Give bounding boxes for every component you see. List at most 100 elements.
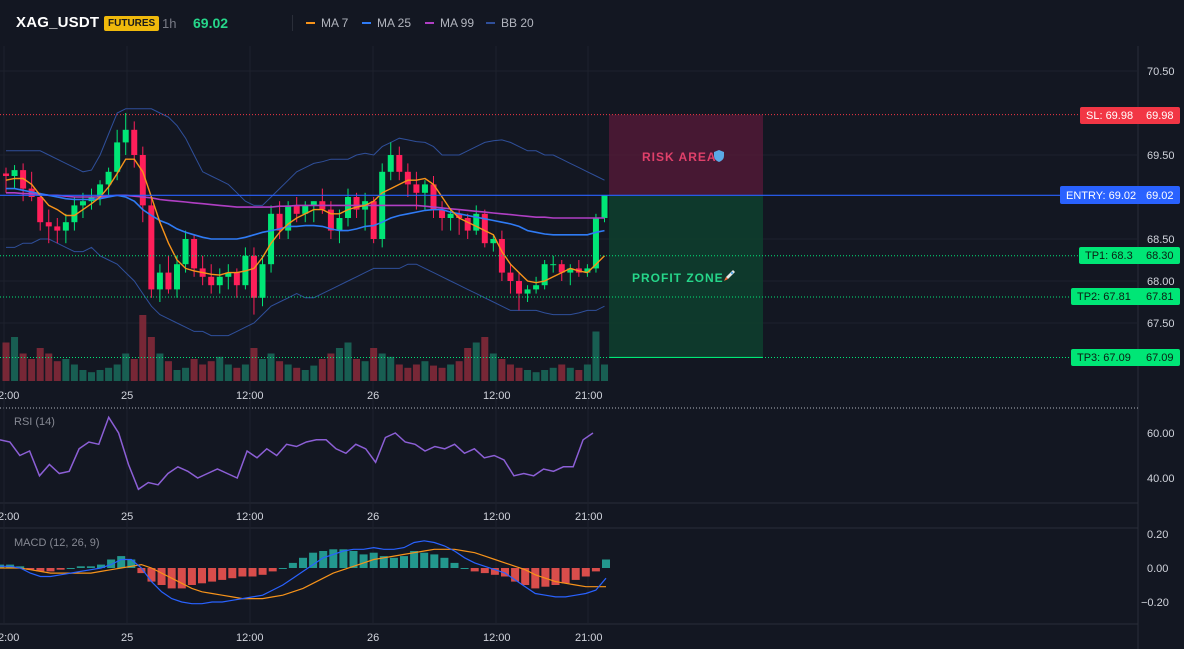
tp2-tag[interactable]: TP2: 67.81 67.81: [1071, 288, 1180, 305]
legend-bb20[interactable]: BB 20: [486, 16, 534, 30]
rsi-pane[interactable]: [0, 415, 594, 491]
tp2-tag-text: TP2: 67.81: [1077, 291, 1131, 303]
tp1-tag-text: TP1: 68.3: [1085, 250, 1133, 262]
volume-bar: [11, 337, 19, 381]
candle-body: [276, 213, 283, 231]
bb-lower-line: [6, 238, 605, 337]
macd-hist-bar: [460, 568, 469, 569]
macd-hist-bar: [430, 554, 439, 568]
macd-title: MACD (12, 26, 9): [14, 537, 100, 549]
time-label: 12:00: [236, 511, 264, 523]
volume-bar: [267, 353, 275, 381]
time-label: 26: [367, 511, 379, 523]
candle-body: [421, 184, 428, 193]
macd-tick: −0.20: [1141, 597, 1169, 609]
macd-hist-bar: [470, 568, 479, 572]
time-label: 26: [367, 632, 379, 644]
macd-hist-bar: [551, 568, 560, 585]
volume-bar: [455, 361, 463, 381]
time-label: 26: [367, 390, 379, 402]
volume-bar: [276, 361, 284, 381]
price-tick: 69.50: [1147, 150, 1175, 162]
candle-body: [345, 197, 351, 218]
time-label: 12:00: [483, 632, 511, 644]
time-label: 12:00: [236, 632, 264, 644]
timeframe-selector[interactable]: 1h: [162, 16, 177, 31]
volume-bar: [207, 361, 215, 381]
bb20-swatch: [486, 22, 495, 24]
volume-bar: [447, 364, 455, 381]
price-axis[interactable]: [1138, 46, 1184, 649]
price-tick: 68.00: [1147, 276, 1175, 288]
volume-bar: [472, 342, 480, 381]
candle-body: [413, 184, 420, 193]
header-divider: [292, 15, 293, 31]
time-label: 2:00: [0, 511, 19, 523]
macd-hist-bar: [238, 568, 247, 577]
candle-body: [156, 272, 163, 290]
macd-hist-bar: [66, 568, 75, 569]
symbol-name[interactable]: XAG_USDT: [16, 14, 100, 31]
volume-bar: [566, 367, 574, 381]
macd-hist-bar: [400, 556, 408, 568]
time-axis-main[interactable]: 2:00 25 12:00 26 12:00 21:00: [0, 390, 603, 402]
macd-hist-bar: [46, 568, 55, 572]
sl-tag[interactable]: SL: 69.98 69.98: [1080, 107, 1180, 124]
tp1-tag[interactable]: TP1: 68.3 68.30: [1079, 247, 1180, 264]
time-label: 12:00: [236, 390, 264, 402]
candle-body: [174, 264, 180, 290]
volume-bar: [216, 356, 224, 381]
tp2-value: 67.81: [1146, 291, 1174, 303]
volume-bar: [575, 370, 583, 381]
macd-hist-bar: [278, 568, 287, 569]
time-label: 2:00: [0, 632, 19, 644]
macd-hist-bar: [501, 568, 509, 577]
candle-body: [592, 218, 599, 269]
volume-bar: [549, 367, 557, 381]
macd-pane[interactable]: [0, 540, 610, 605]
volume-bar: [190, 359, 198, 381]
time-label: 25: [121, 390, 133, 402]
volume-bar: [583, 364, 591, 381]
price-pane[interactable]: [0, 46, 1138, 381]
macd-hist-bar: [591, 568, 600, 572]
macd-hist-bar: [127, 559, 136, 568]
macd-hist-bar: [410, 551, 419, 568]
tp3-tag[interactable]: TP3: 67.09 67.09: [1071, 349, 1180, 366]
candle-body: [558, 264, 565, 273]
legend-ma25[interactable]: MA 25: [362, 16, 411, 30]
trade-zones: [609, 114, 763, 359]
volume-bar: [113, 364, 121, 381]
macd-tick: 0.00: [1147, 563, 1168, 575]
candle-body: [524, 289, 531, 294]
candle-body: [439, 209, 446, 218]
tp1-value: 68.30: [1146, 250, 1174, 262]
macd-hist-bar: [602, 559, 610, 568]
level-lines: [0, 114, 1080, 358]
macd-hist-bar: [480, 568, 489, 574]
rsi-line: [0, 415, 594, 491]
entry-tag[interactable]: ENTRY: 69.02 69.02: [1060, 186, 1180, 204]
volume-bar: [464, 348, 472, 381]
volume-bar: [70, 364, 78, 381]
volume-bar: [96, 370, 104, 381]
volume-bar: [293, 367, 301, 381]
volume-bar: [327, 353, 335, 381]
sl-tag-text: SL: 69.98: [1086, 110, 1133, 122]
candle-body: [293, 205, 300, 214]
candle-body: [37, 197, 44, 223]
candle-body: [139, 155, 146, 206]
legend-ma25-label: MA 25: [377, 16, 412, 30]
legend-ma7[interactable]: MA 7: [306, 16, 348, 30]
volume-bar: [395, 364, 403, 381]
candle-body: [122, 129, 129, 143]
last-price: 69.02: [193, 15, 229, 31]
time-label: 21:00: [575, 511, 603, 523]
bb-upper-line: [6, 108, 605, 206]
volume-bar: [250, 348, 258, 381]
candle-body: [404, 171, 411, 185]
candle-body: [387, 155, 394, 172]
legend-ma99[interactable]: MA 99: [425, 16, 474, 30]
time-label: 21:00: [575, 390, 603, 402]
